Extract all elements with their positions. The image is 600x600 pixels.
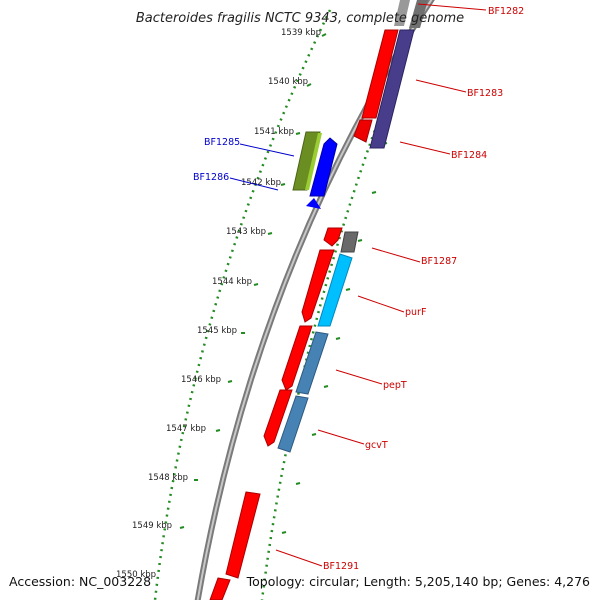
gene-feature-bf1282-homolog[interactable] [394,0,410,26]
gene-feature-purf-homolog[interactable] [317,253,353,327]
map-title: Bacteroides fragilis NCTC 9343, complete… [136,11,464,26]
gene-label-bf1282[interactable]: BF1282 [488,6,524,17]
gene-features [209,0,428,600]
gene-feature-bf1283-homolog[interactable] [369,29,415,149]
gene-feature-bf1286[interactable] [306,198,321,209]
tick-label: 1544 kbp [212,277,252,287]
gene-label-bf1284[interactable]: BF1284 [451,150,487,161]
tick-ring-outer [260,0,427,600]
tick-labels: 1539 kbp 1540 kbp 1541 kbp 1542 kbp 1543… [116,28,321,580]
gene-feature-bf1282[interactable] [409,0,428,28]
tick-label: 1546 kbp [181,375,221,385]
gene-feature-pept[interactable] [281,325,313,391]
tick-label: 1550 kbp [116,570,156,580]
gene-feature-bf1283[interactable] [361,29,399,119]
gene-feature-bf1291-next[interactable] [209,577,231,600]
topology-label: Topology: circular; Length: 5,205,140 bp… [246,574,590,589]
gene-label-bf1283[interactable]: BF1283 [467,88,503,99]
tick-label: 1543 kbp [226,227,266,237]
gene-feature-bf1285-reverse[interactable] [309,137,338,197]
accession-label: Accession: NC_003228 [9,574,151,589]
gene-label-bf1287[interactable]: BF1287 [421,256,457,267]
tick-label: 1539 kbp [281,28,321,38]
tick-label: 1549 kbp [132,521,172,531]
gene-label-bf1291[interactable]: BF1291 [323,561,359,572]
gene-label-gcvt[interactable]: gcvT [365,440,388,451]
gene-label-purf[interactable]: purF [405,307,426,318]
gene-labels: BF1282 BF1283 BF1284 BF1285 BF1286 BF128… [193,6,524,572]
tick-label: 1540 kbp [268,77,308,87]
gene-feature-bf1287-rna[interactable] [340,231,359,253]
gene-label-bf1286[interactable]: BF1286 [193,172,229,183]
tick-label: 1542 kbp [241,178,281,188]
tick-label: 1545 kbp [197,326,237,336]
tick-label: 1547 kbp [166,424,206,434]
gene-feature-bf1291[interactable] [225,491,261,579]
tick-label: 1541 kbp [254,127,294,137]
gene-feature-bf1285-accent[interactable] [305,133,322,190]
tick-marks [179,33,327,529]
gene-feature-bf1287[interactable] [323,227,343,247]
gene-feature-purf[interactable] [301,249,335,323]
gene-label-bf1285[interactable]: BF1285 [204,137,240,148]
tick-ring-inner [153,9,332,600]
gene-feature-gcvt-homolog[interactable] [277,395,309,453]
gene-feature-gcvt[interactable] [263,389,293,447]
tick-label: 1548 kbp [148,473,188,483]
gene-feature-pept-homolog[interactable] [295,331,329,395]
gene-label-pept[interactable]: pepT [383,380,407,391]
leader-lines [229,3,487,567]
gene-feature-bf1284[interactable] [353,119,373,143]
